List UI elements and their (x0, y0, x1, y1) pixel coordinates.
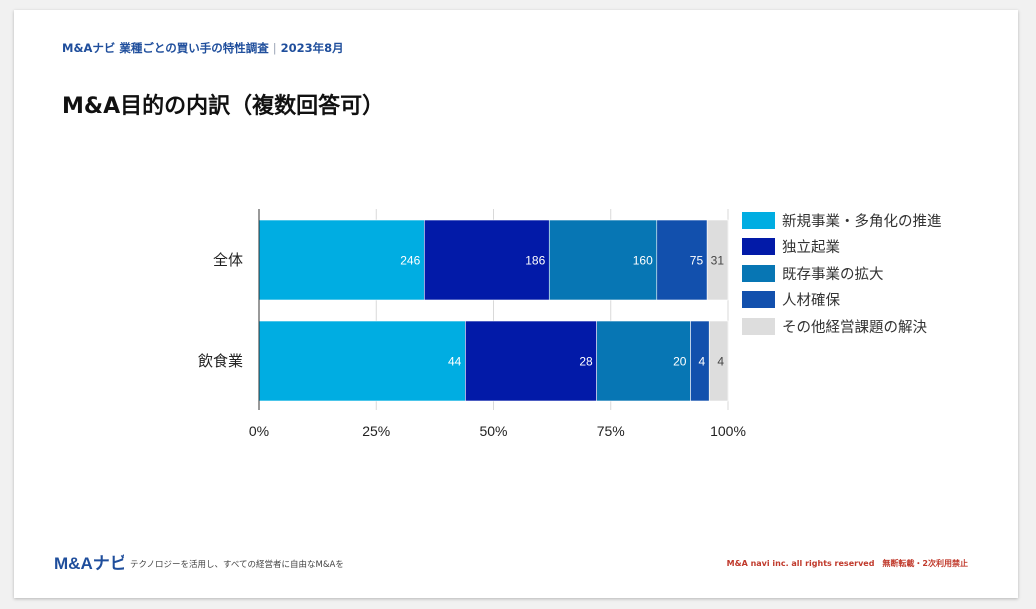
chart-legend: 新規事業・多角化の推進 独立起業既存事業の拡大 人材確保その他経営課題の解決 (742, 207, 942, 340)
bar-segment (656, 219, 708, 301)
x-tick-label: 75% (597, 423, 625, 439)
legend-item: その他経営課題の解決 (742, 313, 942, 340)
data-label: 186 (525, 254, 545, 268)
legend-swatch (742, 211, 775, 229)
legend-item: 既存事業の拡大 (742, 260, 942, 287)
data-label: 246 (400, 254, 420, 268)
category-label: 飲食業 (198, 352, 243, 370)
legend-item: 人材確保 (742, 287, 942, 314)
bar-segment (465, 320, 597, 402)
legend-label: 既存事業の拡大 (782, 266, 884, 283)
legend-swatch (742, 291, 775, 309)
legend-label: その他経営課題の解決 (782, 319, 927, 336)
svg-text:M&Aナビ: M&Aナビ (54, 554, 124, 573)
data-label: 75 (690, 254, 704, 268)
bar-segment (708, 320, 729, 402)
data-label: 160 (633, 254, 653, 268)
data-label: 4 (699, 355, 706, 369)
legend-swatch (742, 317, 775, 335)
slide: M&Aナビ 業種ごとの買い手の特性調査 | 2023年8月 M&A目的の内訳（複数回… (14, 10, 1018, 598)
data-label: 44 (448, 355, 462, 369)
report-date: 2023年8月 (280, 41, 344, 55)
bar-segment (596, 320, 691, 402)
legend-swatch (742, 238, 775, 256)
legend-item: 独立起業 (742, 234, 942, 261)
legend-swatch (742, 264, 775, 282)
legend-label: 独立起業 (782, 240, 840, 257)
footer-copyright: M&A navi inc. all rights reserved 無断転載・2… (726, 559, 968, 568)
legend-item: 新規事業・多角化の推進 (742, 207, 942, 234)
page-title: M&A目的の内訳（複数回答可） (62, 94, 385, 119)
legend-label: 人材確保 (782, 293, 840, 310)
x-tick-label: 100% (710, 423, 746, 439)
category-label: 全体 (213, 251, 243, 269)
footer-tagline: テクノロジーを活用し、すべての経営者に自由なM&Aを (130, 560, 344, 570)
header-separator: | (272, 41, 277, 55)
x-tick-label: 0% (249, 423, 269, 439)
data-label: 20 (673, 355, 687, 369)
report-title: M&Aナビ 業種ごとの買い手の特性調査 (62, 41, 269, 55)
x-tick-label: 25% (362, 423, 390, 439)
data-label: 28 (579, 355, 593, 369)
bar-segment (258, 320, 466, 402)
bar-segment (423, 219, 550, 301)
x-tick-label: 50% (479, 423, 507, 439)
data-label: 4 (717, 355, 724, 369)
bar-segment (258, 219, 425, 301)
legend-label: 新規事業・多角化の推進 (782, 213, 942, 230)
report-header: M&Aナビ 業種ごとの買い手の特性調査 | 2023年8月 (62, 40, 344, 56)
bar-segment (706, 219, 729, 301)
brand-logo: M&Aナビ (54, 554, 124, 573)
data-label: 31 (711, 254, 725, 268)
